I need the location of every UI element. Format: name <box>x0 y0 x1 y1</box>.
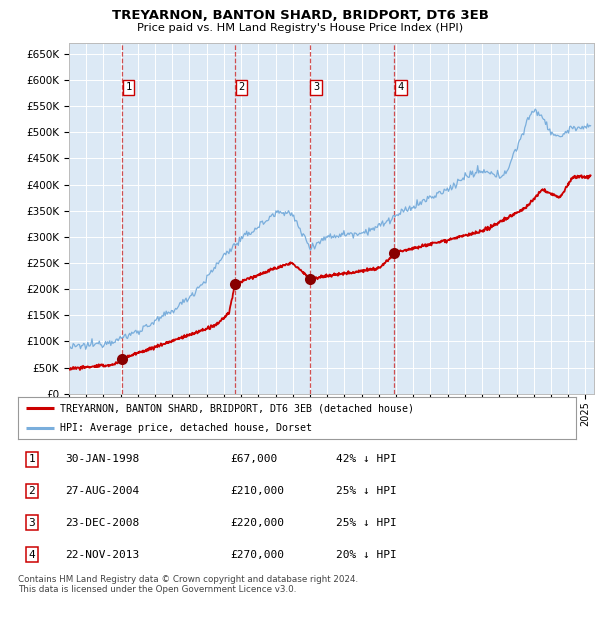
Text: HPI: Average price, detached house, Dorset: HPI: Average price, detached house, Dors… <box>60 423 312 433</box>
Text: 3: 3 <box>313 82 319 92</box>
Text: 25% ↓ HPI: 25% ↓ HPI <box>336 486 397 496</box>
Text: 2: 2 <box>239 82 245 92</box>
Text: 1: 1 <box>125 82 132 92</box>
Text: 2: 2 <box>29 486 35 496</box>
Text: 22-NOV-2013: 22-NOV-2013 <box>65 549 140 559</box>
Text: £67,000: £67,000 <box>230 454 277 464</box>
Text: 23-DEC-2008: 23-DEC-2008 <box>65 518 140 528</box>
Text: 27-AUG-2004: 27-AUG-2004 <box>65 486 140 496</box>
Text: Contains HM Land Registry data © Crown copyright and database right 2024.
This d: Contains HM Land Registry data © Crown c… <box>18 575 358 594</box>
Text: 4: 4 <box>29 549 35 559</box>
Text: 1: 1 <box>29 454 35 464</box>
Text: TREYARNON, BANTON SHARD, BRIDPORT, DT6 3EB (detached house): TREYARNON, BANTON SHARD, BRIDPORT, DT6 3… <box>60 403 414 413</box>
Text: 3: 3 <box>29 518 35 528</box>
Text: 30-JAN-1998: 30-JAN-1998 <box>65 454 140 464</box>
Text: £220,000: £220,000 <box>230 518 284 528</box>
Text: 20% ↓ HPI: 20% ↓ HPI <box>336 549 397 559</box>
Text: 25% ↓ HPI: 25% ↓ HPI <box>336 518 397 528</box>
Text: £270,000: £270,000 <box>230 549 284 559</box>
Text: 42% ↓ HPI: 42% ↓ HPI <box>336 454 397 464</box>
Text: Price paid vs. HM Land Registry's House Price Index (HPI): Price paid vs. HM Land Registry's House … <box>137 23 463 33</box>
Text: 4: 4 <box>398 82 404 92</box>
Text: £210,000: £210,000 <box>230 486 284 496</box>
Text: TREYARNON, BANTON SHARD, BRIDPORT, DT6 3EB: TREYARNON, BANTON SHARD, BRIDPORT, DT6 3… <box>112 9 488 22</box>
